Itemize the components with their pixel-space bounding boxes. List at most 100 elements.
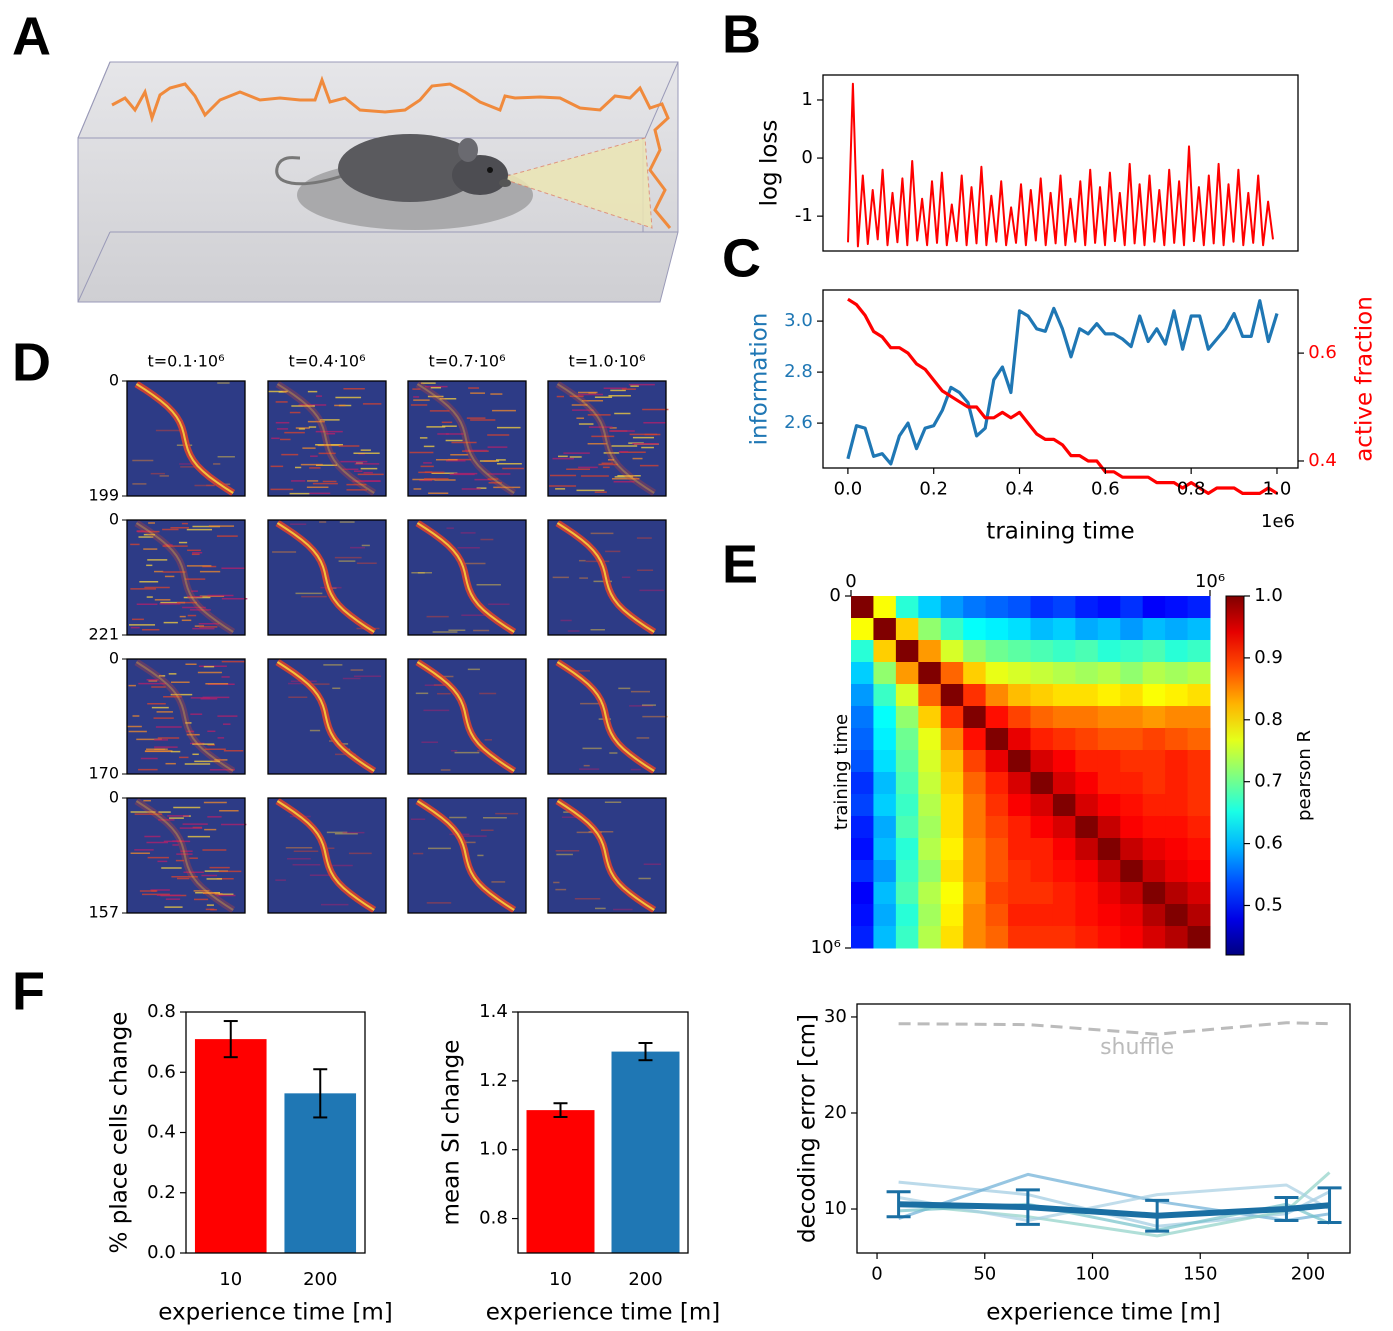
heatmap-cell — [1030, 750, 1054, 773]
heatmap-cell — [1030, 662, 1054, 685]
heatmap-cell — [851, 662, 874, 685]
y-tick-label: 0 — [109, 371, 119, 390]
heatmap-cell — [963, 618, 987, 641]
raster-band — [134, 520, 236, 635]
raster-panel — [126, 658, 246, 775]
heatmap-cell — [1120, 728, 1144, 751]
error-bar — [1274, 1195, 1299, 1223]
heatmap-cell — [1052, 662, 1076, 685]
y-tick-label: 199 — [88, 486, 119, 505]
raster-band-core — [135, 383, 234, 494]
heatmap-cell — [1120, 618, 1144, 641]
heatmap-cell — [1008, 816, 1031, 839]
y-tick-label: 0.6 — [147, 1061, 176, 1082]
heatmap-cell — [1030, 772, 1054, 795]
raster-panel — [547, 380, 669, 497]
raster-band-core — [416, 383, 515, 494]
heatmap-cell — [1165, 684, 1189, 707]
axes-frame — [517, 1011, 689, 1254]
heatmap-cell — [918, 618, 942, 641]
axis-label: mean SI change — [439, 1040, 465, 1226]
heatmap-cell — [963, 794, 987, 817]
heatmap-cell — [1052, 728, 1076, 751]
raster-frame — [267, 658, 387, 775]
heatmap-cell — [1187, 838, 1211, 861]
heatmap-cell — [851, 772, 874, 795]
y-tick-label: 0.8 — [1254, 709, 1283, 730]
heatmap-cell — [1142, 882, 1166, 905]
heatmap-cell — [1075, 684, 1099, 707]
error-bar — [886, 1190, 911, 1219]
heatmap-cell — [895, 794, 919, 817]
y-tick-label: 0.4 — [1308, 450, 1337, 471]
y-tick-label: 0.0 — [147, 1242, 176, 1263]
heatmap-cell — [1187, 926, 1211, 949]
y-tick-label: 0.2 — [147, 1182, 176, 1203]
heatmap-cell — [963, 838, 987, 861]
heatmap-cell — [1052, 596, 1076, 619]
bar — [526, 1110, 595, 1253]
y-tick-label: 0 — [109, 788, 119, 807]
panel-letter: E — [722, 534, 758, 594]
raster-panel — [126, 797, 247, 914]
heatmap-cell — [1142, 728, 1166, 751]
raster-frame — [547, 519, 667, 636]
heatmap-cell — [1075, 728, 1099, 751]
heatmap-cell — [1052, 640, 1076, 663]
heatmap-cell — [1052, 926, 1076, 949]
heatmap-cell — [1030, 706, 1054, 729]
heatmap-cell — [1142, 662, 1166, 685]
heatmap-cell — [1052, 794, 1076, 817]
heatmap-cell — [1097, 750, 1121, 773]
raster-frame — [407, 380, 527, 497]
heatmap-cell — [851, 750, 874, 773]
heatmap-cell — [918, 684, 942, 707]
heatmap-cell — [1165, 662, 1189, 685]
axes-frame — [856, 1003, 1351, 1254]
heatmap-cell — [1120, 662, 1144, 685]
heatmap-cell — [895, 816, 919, 839]
axis-label: experience time [m] — [986, 1300, 1220, 1326]
error-bar — [553, 1102, 568, 1119]
heatmap-cell — [1030, 794, 1054, 817]
heatmap-cell — [1008, 794, 1031, 817]
x-tick-label: 0.0 — [834, 479, 863, 500]
line — [898, 1021, 1330, 1036]
heatmap-cell — [873, 904, 897, 927]
y-tick-label: 0.6 — [1254, 833, 1283, 854]
y-tick-label: 221 — [88, 625, 119, 644]
arena-illustration — [77, 61, 679, 303]
heatmap-cell — [940, 860, 964, 883]
heatmap-cell — [940, 904, 964, 927]
raster-panel — [267, 797, 387, 914]
heatmap-cell — [1008, 860, 1031, 883]
raster-panel — [407, 519, 527, 636]
heatmap-cell — [1097, 816, 1121, 839]
raster-band — [275, 381, 377, 496]
raster-panel — [547, 658, 668, 775]
heatmap-cell — [1030, 618, 1054, 641]
heatmap-cell — [1142, 816, 1166, 839]
heatmap-cell — [940, 728, 964, 751]
heatmap-cell — [1075, 596, 1099, 619]
heatmap-cell — [918, 816, 942, 839]
heatmap-cell — [1165, 728, 1189, 751]
column-title: t=1.0·10⁶ — [569, 352, 646, 371]
heatmap-cell — [918, 772, 942, 795]
heatmap-cell — [985, 662, 1009, 685]
heatmap-cell — [1097, 618, 1121, 641]
y-tick-label: 0 — [801, 147, 812, 168]
heatmap-cell — [1030, 728, 1054, 751]
y-tick-label: 170 — [88, 764, 119, 783]
heatmap-cell — [1142, 596, 1166, 619]
y-tick-label: 0.8 — [147, 1001, 176, 1022]
heatmap-cell — [851, 618, 874, 641]
heatmap-cell — [1120, 882, 1144, 905]
heatmap-cell — [1142, 838, 1166, 861]
heatmap-cell — [1030, 816, 1054, 839]
heatmap-cell — [940, 618, 964, 641]
raster-frame — [547, 658, 667, 775]
heatmap-cell — [1052, 684, 1076, 707]
heatmap-cell — [1187, 684, 1211, 707]
heatmap-cell — [1165, 860, 1189, 883]
